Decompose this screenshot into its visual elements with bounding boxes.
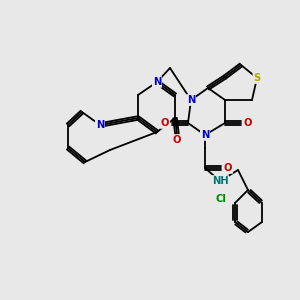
Text: N: N xyxy=(201,130,209,140)
Text: O: O xyxy=(173,135,181,145)
Text: O: O xyxy=(244,118,252,128)
Text: NH: NH xyxy=(212,176,228,186)
Text: N: N xyxy=(153,77,161,87)
Text: O: O xyxy=(224,163,232,173)
Text: O: O xyxy=(161,118,169,128)
Text: N: N xyxy=(187,95,195,105)
Text: Cl: Cl xyxy=(216,194,226,204)
Text: S: S xyxy=(254,73,261,83)
Text: N: N xyxy=(96,120,104,130)
